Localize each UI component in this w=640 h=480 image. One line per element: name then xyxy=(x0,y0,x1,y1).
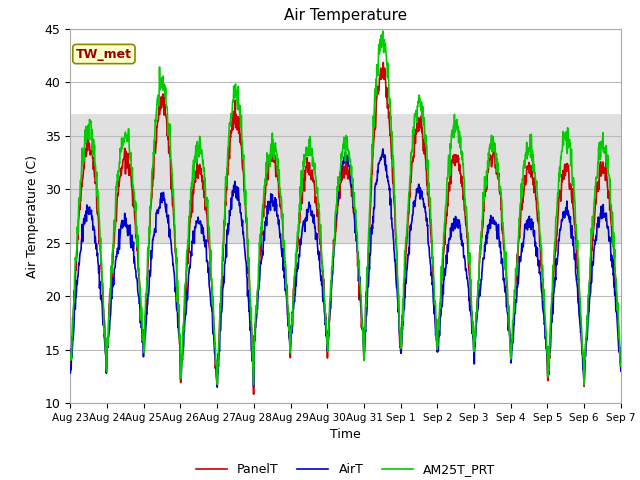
AirT xyxy=(432,333,440,338)
Legend: PanelT, AirT, AM25T_PRT: PanelT, AirT, AM25T_PRT xyxy=(191,458,500,480)
AirT xyxy=(189,236,196,242)
AirT xyxy=(175,335,183,340)
PanelT xyxy=(250,391,257,397)
AM25T_PRT xyxy=(432,304,440,310)
AM25T_PRT xyxy=(379,28,387,34)
AM25T_PRT xyxy=(250,382,257,388)
Y-axis label: Air Temperature (C): Air Temperature (C) xyxy=(26,155,39,277)
AirT xyxy=(617,368,625,374)
PanelT xyxy=(175,340,183,346)
AirT xyxy=(504,311,511,316)
AirT xyxy=(552,256,560,262)
PanelT xyxy=(67,360,74,365)
PanelT xyxy=(251,337,259,343)
AirT xyxy=(251,336,259,341)
PanelT xyxy=(617,363,625,369)
AirT xyxy=(67,370,74,376)
Title: Air Temperature: Air Temperature xyxy=(284,9,407,24)
AM25T_PRT xyxy=(251,333,259,338)
PanelT xyxy=(189,194,196,200)
PanelT xyxy=(432,322,440,328)
AM25T_PRT xyxy=(617,361,625,367)
AM25T_PRT xyxy=(67,357,74,362)
Line: AM25T_PRT: AM25T_PRT xyxy=(70,31,621,385)
Line: AirT: AirT xyxy=(70,149,621,387)
AirT xyxy=(213,384,221,390)
PanelT xyxy=(504,297,511,303)
Text: TW_met: TW_met xyxy=(76,48,132,60)
PanelT xyxy=(380,60,387,65)
Bar xyxy=(70,114,621,243)
AM25T_PRT xyxy=(552,214,560,220)
PanelT xyxy=(552,241,560,247)
AirT xyxy=(379,146,387,152)
AM25T_PRT xyxy=(189,163,196,169)
AM25T_PRT xyxy=(175,337,183,343)
AM25T_PRT xyxy=(504,299,511,304)
Line: PanelT: PanelT xyxy=(70,62,621,394)
X-axis label: Time: Time xyxy=(330,429,361,442)
